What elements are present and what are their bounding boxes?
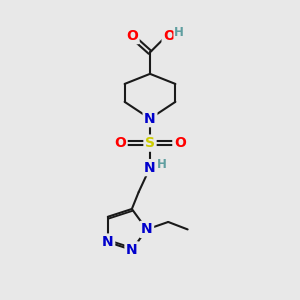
Text: H: H [157, 158, 167, 170]
Text: N: N [102, 235, 114, 249]
Text: O: O [114, 136, 126, 150]
Text: O: O [163, 28, 175, 43]
Text: N: N [144, 160, 156, 175]
Text: H: H [174, 26, 184, 38]
Text: S: S [145, 136, 155, 150]
Text: N: N [141, 222, 152, 236]
Text: N: N [144, 112, 156, 126]
Text: O: O [174, 136, 186, 150]
Text: O: O [126, 28, 138, 43]
Text: N: N [126, 243, 138, 257]
